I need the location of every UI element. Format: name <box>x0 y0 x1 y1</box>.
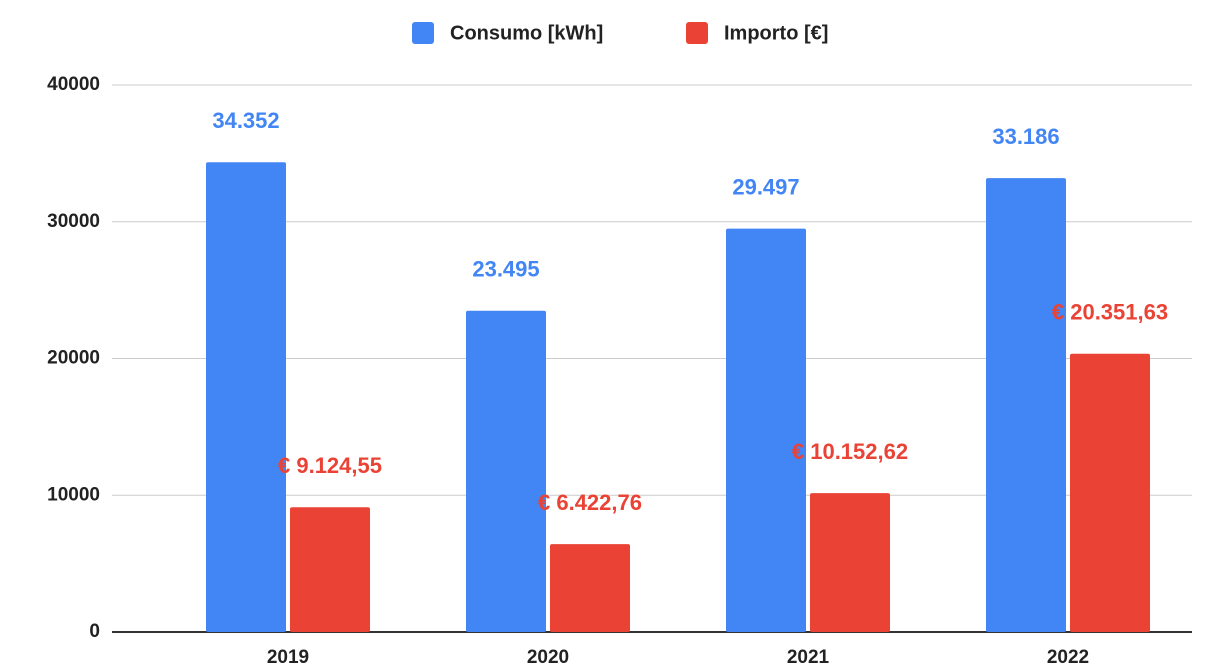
bar <box>206 162 286 633</box>
data-label: € 6.422,76 <box>538 490 642 515</box>
data-label: 23.495 <box>472 257 539 282</box>
data-label: € 10.152,62 <box>792 439 908 464</box>
legend-swatch <box>686 22 708 44</box>
data-label: € 9.124,55 <box>278 453 382 478</box>
data-label: € 20.351,63 <box>1052 300 1168 325</box>
bar <box>550 544 630 632</box>
bar <box>290 507 370 632</box>
x-tick-label: 2019 <box>267 647 309 668</box>
data-label: 33.186 <box>992 124 1059 149</box>
legend-label: Importo [€] <box>724 22 828 44</box>
bar <box>1070 353 1150 632</box>
bar <box>810 493 890 632</box>
data-label: 29.497 <box>732 174 799 199</box>
x-tick-label: 2021 <box>787 647 830 668</box>
bar <box>986 178 1066 632</box>
legend-label: Consumo [kWh] <box>450 22 603 44</box>
legend-swatch <box>412 22 434 44</box>
y-tick-label: 20000 <box>47 348 100 369</box>
x-tick-label: 2020 <box>527 647 569 668</box>
y-tick-label: 10000 <box>47 484 100 505</box>
y-tick-label: 40000 <box>47 74 100 95</box>
data-label: 34.352 <box>212 108 279 133</box>
x-tick-label: 2022 <box>1047 647 1089 668</box>
bar <box>466 310 546 632</box>
bar <box>726 228 806 632</box>
y-tick-label: 30000 <box>47 211 100 232</box>
y-tick-label: 0 <box>89 621 100 642</box>
